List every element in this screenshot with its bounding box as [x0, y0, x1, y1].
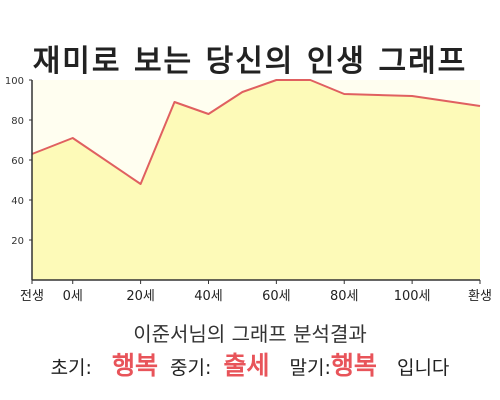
y-tick-label: 20 — [11, 236, 24, 247]
y-tick-label: 40 — [11, 196, 24, 207]
summary-suffix: 입니다 — [396, 357, 450, 379]
y-tick-label: 60 — [11, 156, 24, 167]
late-value: 행복 — [330, 351, 377, 380]
x-tick-label: 100세 — [394, 289, 431, 304]
x-tick-label: 60세 — [262, 289, 291, 304]
middle-value: 출세 — [223, 351, 270, 380]
x-tick-label: 전생 — [20, 289, 44, 304]
x-tick-label: 40세 — [194, 289, 223, 304]
x-tick-label: 20세 — [126, 289, 155, 304]
middle-label: 중기: — [170, 357, 212, 379]
x-tick-label: 0세 — [63, 289, 83, 304]
analysis-summary: 초기: 행복 중기: 출세 말기:행복 입니다 — [0, 346, 500, 382]
page-title: 재미로 보는 당신의 인생 그래프 — [32, 44, 468, 79]
series-area — [32, 80, 480, 280]
result-heading: 이준서님의 그래프 분석결과 — [133, 322, 367, 346]
x-tick-label: 환생 — [468, 289, 492, 304]
y-tick-label: 80 — [11, 116, 24, 127]
series-line — [31, 79, 481, 185]
early-value: 행복 — [111, 351, 158, 380]
late-label: 말기: — [289, 357, 331, 379]
early-label: 초기: — [50, 357, 92, 379]
y-tick-label: 100 — [5, 76, 24, 87]
x-tick-label: 80세 — [330, 289, 359, 304]
